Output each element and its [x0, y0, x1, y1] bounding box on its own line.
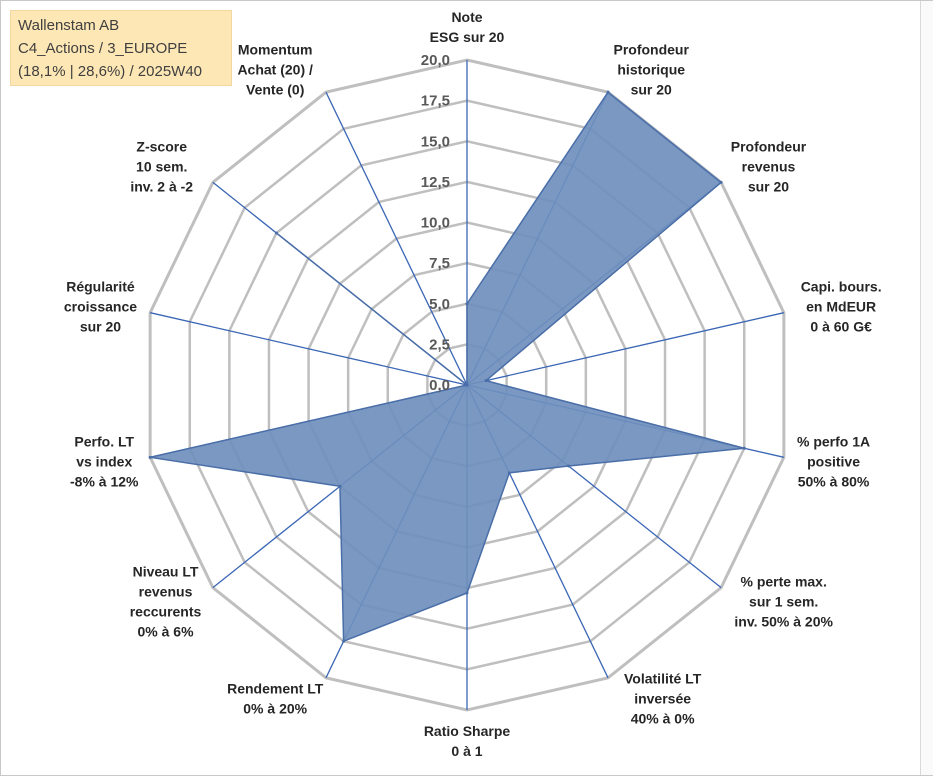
axis-label: Momentum [238, 42, 313, 58]
axis-label: ESG sur 20 [430, 29, 505, 45]
axis-label: revenus [139, 584, 193, 600]
axis-label: Volatilité LT [624, 670, 702, 686]
axis-label: positive [807, 454, 860, 470]
axis-label: 0% à 20% [243, 700, 307, 716]
axis-label: Niveau LT [133, 564, 199, 580]
series-point [484, 379, 488, 383]
radar-series [148, 90, 746, 643]
series-point [465, 591, 469, 595]
axis-label: historique [617, 62, 685, 78]
axis-label: sur 1 sem. [749, 594, 818, 610]
series-point [465, 383, 469, 387]
axis-label: Vente (0) [246, 82, 304, 98]
axis-label: vs index [76, 454, 132, 470]
axis-label: 0 à 1 [451, 743, 482, 759]
axis-label: 50% à 80% [798, 474, 870, 490]
axis-label: 0 à 60 G€ [810, 318, 872, 334]
tick-label: 20,0 [421, 52, 450, 69]
series-point [567, 464, 571, 468]
series-point [274, 231, 278, 235]
axis-label: 10 sem. [136, 158, 187, 174]
axis-label: 0% à 6% [137, 624, 194, 640]
axis-label: % perfo 1A [797, 434, 870, 450]
axis-label: % perte max. [740, 574, 826, 590]
axis-label: Profondeur [613, 42, 689, 58]
axis-label: en MdEUR [806, 298, 876, 314]
axis-label: Capi. bours. [801, 278, 882, 294]
info-box: Wallenstam AB C4_Actions / 3_EUROPE (18,… [10, 10, 232, 86]
radar-axis-labels: Note ESG sur 20 Profondeur historique sur 20… [64, 9, 882, 759]
axis-label: Perfo. LT [74, 434, 134, 450]
axis-spoke [150, 312, 468, 386]
tick-label: 5,0 [429, 296, 450, 313]
company-name: Wallenstam AB [18, 17, 120, 34]
series-point [342, 639, 346, 643]
axis-label: croissance [64, 298, 137, 314]
axis-label: -8% à 12% [70, 474, 139, 490]
axis-label: Ratio Sharpe [424, 723, 511, 739]
axis-label: sur 20 [80, 318, 121, 334]
axis-label: sur 20 [631, 82, 672, 98]
radar-tick-labels: 0,0 2,5 5,0 7,5 10,0 12,5 15,0 17,5 20,0 [421, 52, 450, 394]
axis-label: Achat (20) / [237, 62, 313, 78]
series-point [465, 302, 469, 306]
axis-label: 40% à 0% [631, 710, 695, 726]
tick-label: 7,5 [429, 255, 450, 272]
axis-label: inv. 2 à -2 [130, 178, 193, 194]
axis-label: inversée [634, 690, 691, 706]
axis-label: revenus [742, 158, 796, 174]
tick-label: 10,0 [421, 215, 450, 232]
tick-label: 2,5 [429, 336, 450, 353]
axis-label: sur 20 [748, 178, 789, 194]
category-line: C4_Actions / 3_EUROPE [18, 40, 188, 57]
series-point [719, 180, 723, 184]
series-point [507, 471, 511, 475]
series-point [148, 455, 152, 459]
axis-label: Régularité [66, 278, 135, 294]
tick-label: 15,0 [421, 133, 450, 150]
axis-label: inv. 50% à 20% [734, 614, 833, 630]
series-point [606, 90, 610, 94]
tick-label: 0,0 [429, 377, 450, 394]
tick-label: 12,5 [421, 174, 450, 191]
axis-spoke [325, 91, 468, 386]
stats-line: (18,1% | 28,6%) / 2025W40 [18, 63, 202, 80]
series-point [338, 484, 342, 488]
axis-label: Profondeur [731, 138, 807, 154]
axis-spoke [466, 312, 784, 386]
tick-label: 17,5 [421, 93, 450, 110]
axis-label: Note [451, 9, 482, 25]
axis-label: reccurents [130, 604, 202, 620]
axis-label: Z-score [136, 138, 187, 154]
series-point [742, 446, 746, 450]
scrollbar-edge [920, 1, 933, 775]
axis-label: Rendement LT [227, 680, 324, 696]
